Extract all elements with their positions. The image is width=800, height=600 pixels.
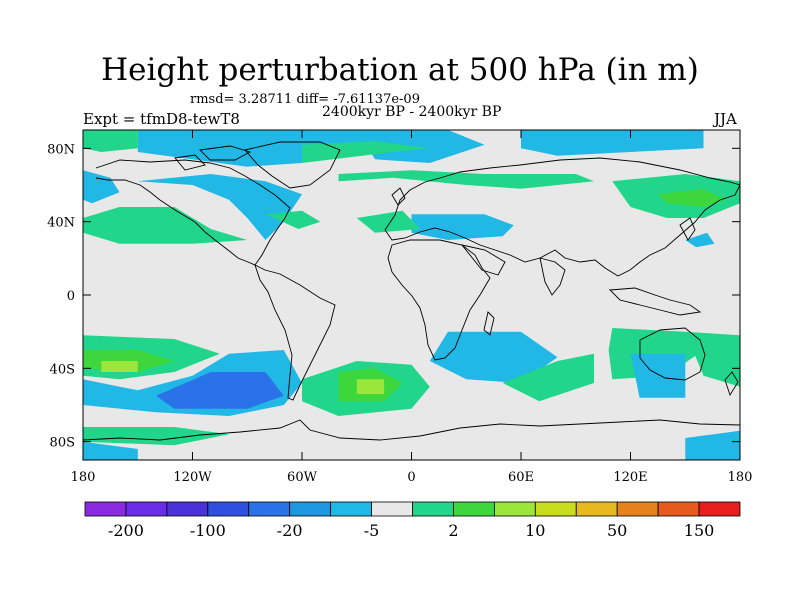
colorbar-label-3: -5 [364,521,380,540]
experiment-label: Expt = tfmD8-tewT8 [83,110,240,128]
coastline-new-zealand [724,371,739,397]
colorbar-swatch-6 [330,501,372,517]
colorbar-label-1: -100 [190,521,226,540]
colorbar-swatch-8 [412,501,454,517]
colorbar-swatch-11 [534,501,577,517]
perturbation-region-28 [685,331,740,387]
perturbation-region-23 [356,379,385,394]
colorbar-label-7: 150 [684,521,715,540]
axis-ticks [82,130,741,460]
perturbation-region-2 [521,130,704,156]
season-label: JJA [714,110,737,128]
coastline-africa [387,239,491,361]
perturbation-region-3 [83,130,138,152]
perturbation-region-27 [630,353,686,398]
perturbation-region-9 [137,174,302,240]
colorbar-label-5: 10 [525,521,545,540]
colorbar-label-0: -200 [108,521,144,540]
colorbar-swatch-12 [575,501,618,517]
coastline-north-america [95,159,291,266]
colorbar-swatch-0 [84,501,127,517]
x-tick-label-2: 60W [287,470,318,485]
x-tick-label-6: 180 [728,470,753,485]
coastline-australia [639,327,706,381]
colorbar-swatch-13 [616,501,659,517]
colorbar-swatch-4 [248,501,291,517]
y-tick-label-2: 0 [67,289,75,304]
y-tick-label-3: 40S [50,362,75,377]
period-label: 2400kyr BP - 2400kyr BP [322,104,502,120]
perturbation-region-4 [302,141,430,163]
perturbation-region-20 [83,427,229,446]
perturbation-region-24 [429,331,558,383]
colorbar-swatch-5 [289,501,332,517]
x-tick-label-3: 0 [407,470,415,485]
x-tick-label-1: 120W [173,470,212,485]
perturbation-region-7 [657,188,726,207]
coastline-arabia [460,244,506,276]
coastline-antarctica [83,419,740,441]
x-tick-label-5: 120E [613,470,647,485]
perturbation-region-29 [685,430,740,460]
colorbar-labels: -200 -100 -20 -5 2 10 50 150 [108,521,714,540]
colorbar-swatch-14 [657,501,700,517]
perturbation-region-8 [83,170,120,204]
colorbar [84,501,741,517]
coastline-japan [679,217,696,241]
coastline-southeast-asia [608,287,702,316]
perturbation-region-30 [83,441,138,460]
perturbation-region-1 [356,130,485,163]
perturbation-region-5 [338,170,594,189]
colorbar-swatch-9 [453,501,495,517]
perturbation-region-17 [101,361,138,372]
colorbar-swatch-3 [207,501,250,517]
coastline-eurasia [384,157,740,277]
coastline-greenland [244,141,341,189]
perturbation-region-13 [356,210,421,233]
colorbar-swatch-2 [166,501,209,517]
perturbation-region-19 [156,372,284,409]
perturbation-region-14 [685,232,715,248]
colorbar-swatch-1 [125,501,168,517]
perturbation-region-11 [265,210,321,229]
y-tick-label-1: 40N [47,216,75,231]
y-tick-label-0: 80N [47,142,75,157]
map-title: Height perturbation at 500 hPa (in m) [101,52,699,88]
perturbation-region-10 [83,207,248,244]
perturbation-region-25 [502,353,594,402]
axis-tick-labels: 180 120W 60W 0 60E 120E 180 80N 40N 0 40S 80S [47,142,752,485]
coastline-madagascar [483,311,495,336]
x-tick-label-4: 60E [508,470,534,485]
colorbar-swatch-15 [698,501,741,517]
colorbar-swatch-7 [371,501,413,517]
x-tick-label-0: 180 [71,470,96,485]
coastline-arctic-islands [174,145,252,171]
colorbar-swatch-10 [493,501,536,517]
stats-text: rmsd= 3.28711 diff= -7.61137e-09 [190,92,420,107]
y-tick-label-4: 80S [50,436,75,451]
perturbation-region-12 [411,214,514,240]
coastline-south-america [254,264,336,401]
colorbar-label-2: -20 [277,521,303,540]
coastline-british-isles [391,187,406,206]
colorbar-label-4: 2 [448,521,458,540]
colorbar-label-6: 50 [607,521,627,540]
coastlines [83,141,740,441]
coastline-india [539,257,566,296]
